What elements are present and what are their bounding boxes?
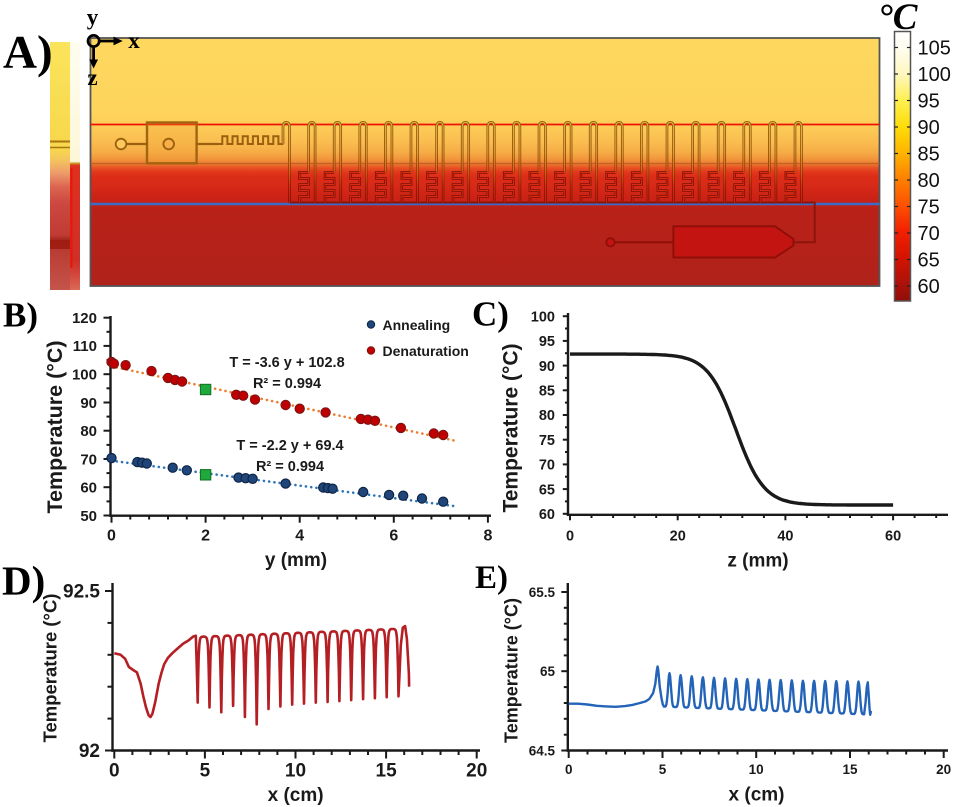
svg-text:64.5: 64.5 [529,743,556,758]
svg-text:120: 120 [72,310,97,327]
svg-text:70: 70 [918,223,940,245]
svg-text:95: 95 [918,91,940,113]
svg-text:70: 70 [80,451,97,468]
svg-text:0: 0 [566,529,574,545]
svg-text:50: 50 [80,508,97,525]
svg-text:R² = 0.994: R² = 0.994 [253,376,321,392]
svg-text:80: 80 [918,170,940,192]
svg-text:105: 105 [918,38,951,60]
svg-text:80: 80 [80,423,97,440]
svg-text:Annealing: Annealing [383,317,451,333]
svg-text:z: z [87,65,97,90]
svg-text:65: 65 [918,250,940,272]
svg-text:100: 100 [531,309,555,325]
svg-text:4: 4 [295,528,304,545]
svg-text:Temperature (°C): Temperature (°C) [500,343,523,512]
svg-text:y (mm): y (mm) [265,550,327,571]
svg-text:x (cm): x (cm) [729,785,785,806]
svg-text:y: y [87,5,99,30]
svg-text:0: 0 [109,761,120,782]
svg-text:A): A) [3,27,53,79]
svg-text:E): E) [475,560,508,596]
svg-text:20: 20 [936,762,951,777]
svg-text:90: 90 [80,395,97,412]
svg-text:2: 2 [201,528,210,545]
svg-text:85: 85 [918,144,940,166]
svg-text:100: 100 [72,367,97,384]
svg-text:10: 10 [285,761,306,782]
svg-text:R² = 0.994: R² = 0.994 [256,459,324,475]
svg-text:Temperature (°C): Temperature (°C) [43,340,67,513]
svg-text:6: 6 [389,528,398,545]
svg-text:90: 90 [918,117,940,139]
svg-text:x (cm): x (cm) [268,785,324,806]
svg-text:65: 65 [540,664,556,679]
svg-text:60: 60 [539,507,555,523]
svg-text:10: 10 [749,762,764,777]
svg-text:60: 60 [80,480,97,497]
svg-text:92.5: 92.5 [63,582,100,603]
svg-text:Temperature (°C): Temperature (°C) [502,598,522,743]
svg-text:C): C) [472,295,509,334]
svg-text:65: 65 [539,482,555,498]
svg-text:65.5: 65.5 [529,585,556,600]
svg-text:40: 40 [777,529,793,545]
svg-text:110: 110 [73,338,97,355]
svg-text:0: 0 [565,762,573,777]
svg-text:5: 5 [200,761,211,782]
svg-text:0: 0 [107,528,116,545]
svg-text:x: x [128,28,140,53]
svg-text:75: 75 [918,197,940,219]
svg-text:T = -3.6 y + 102.8: T = -3.6 y + 102.8 [229,355,344,371]
svg-text:92: 92 [79,741,100,762]
svg-text:80: 80 [539,408,555,424]
svg-text:B): B) [3,296,38,335]
svg-text:70: 70 [539,458,555,474]
svg-text:60: 60 [885,529,901,545]
svg-text:95: 95 [539,334,555,350]
svg-text:15: 15 [842,762,858,777]
svg-text:5: 5 [659,762,667,777]
svg-text:100: 100 [918,64,951,86]
svg-text:15: 15 [376,761,398,782]
svg-text:°C: °C [878,0,919,38]
svg-text:D): D) [2,557,45,603]
svg-text:z (mm): z (mm) [727,551,788,572]
svg-text:20: 20 [466,761,487,782]
svg-text:85: 85 [539,384,555,400]
svg-text:60: 60 [918,276,940,298]
svg-text:75: 75 [539,433,555,449]
svg-text:90: 90 [539,359,555,375]
svg-text:Temperature (°C): Temperature (°C) [40,594,61,743]
svg-text:T = -2.2 y + 69.4: T = -2.2 y + 69.4 [236,438,343,454]
svg-text:8: 8 [483,528,492,545]
svg-text:Denaturation: Denaturation [383,343,469,359]
svg-text:20: 20 [670,529,686,545]
